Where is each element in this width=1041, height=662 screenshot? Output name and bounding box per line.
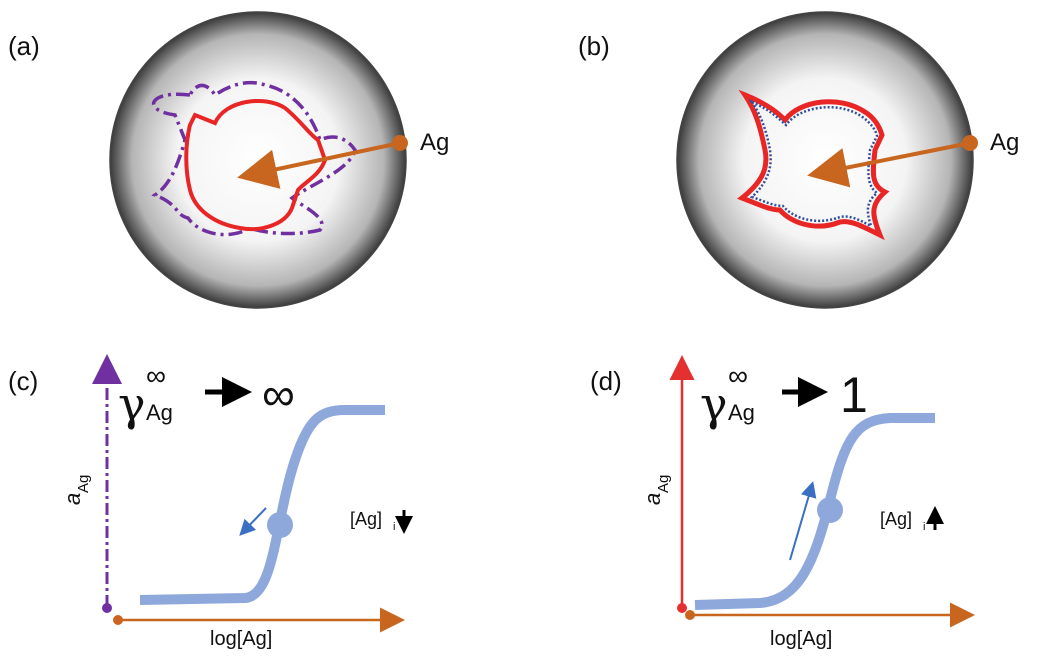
y-axis-label-sub: Ag bbox=[655, 475, 672, 493]
y-axis-label: a bbox=[60, 493, 85, 505]
state-point bbox=[267, 512, 293, 538]
ag-source bbox=[392, 135, 408, 151]
sphere bbox=[677, 12, 973, 308]
direction-arrow bbox=[242, 508, 266, 533]
sigmoid-curve bbox=[140, 410, 385, 600]
axis-origin bbox=[113, 615, 123, 625]
limit-value: ∞ bbox=[262, 368, 295, 420]
concentration: [Ag] bbox=[350, 509, 382, 529]
gamma-subscript: Ag bbox=[728, 400, 755, 425]
panel-d: (d) γ ∞ Ag 1 a Ag log[Ag] [Ag] i bbox=[590, 360, 970, 650]
panel-label: (b) bbox=[578, 31, 610, 61]
axis-origin bbox=[677, 603, 687, 613]
axis-origin bbox=[685, 610, 695, 620]
gamma-superscript: ∞ bbox=[146, 360, 166, 391]
limit-value: 1 bbox=[840, 367, 868, 423]
sphere bbox=[110, 12, 406, 308]
gamma-subscript: Ag bbox=[146, 400, 173, 425]
concentration-sub: i bbox=[923, 521, 925, 533]
ag-label: Ag bbox=[990, 129, 1019, 156]
panel-label: (a) bbox=[8, 31, 40, 61]
y-axis-label: a bbox=[640, 493, 665, 505]
panel-a: (a) Ag bbox=[8, 12, 449, 308]
x-axis-label: log[Ag] bbox=[770, 628, 832, 650]
state-point bbox=[817, 497, 843, 523]
panel-c: (c) γ ∞ Ag ∞ a Ag log[Ag] [Ag] i bbox=[8, 360, 404, 650]
concentration: [Ag] bbox=[880, 509, 912, 529]
x-axis-label: log[Ag] bbox=[210, 628, 272, 650]
axis-origin bbox=[102, 603, 112, 613]
panel-label: (d) bbox=[590, 366, 622, 396]
ag-source bbox=[962, 135, 978, 151]
gamma: γ bbox=[118, 377, 146, 431]
gamma: γ bbox=[700, 377, 728, 431]
concentration-sub: i bbox=[393, 521, 395, 533]
ag-label: Ag bbox=[420, 129, 449, 156]
figure: (a) Ag (b) Ag (c) γ ∞ Ag ∞ a Ag log[Ag] … bbox=[0, 0, 1041, 657]
gamma-superscript: ∞ bbox=[728, 360, 748, 391]
direction-arrow bbox=[790, 485, 812, 560]
panel-b: (b) Ag bbox=[578, 12, 1019, 308]
panel-label: (c) bbox=[8, 366, 38, 396]
y-axis-label-sub: Ag bbox=[75, 475, 92, 493]
